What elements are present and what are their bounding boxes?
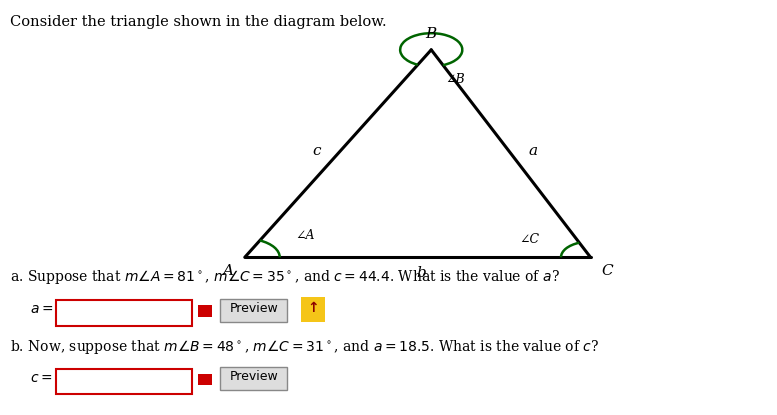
Text: ↑: ↑ [308, 301, 319, 315]
Text: $c =$: $c =$ [30, 371, 53, 385]
Text: $a =$: $a =$ [30, 302, 53, 316]
Text: a. Suppose that $m\angle A = 81^\circ$, $m\angle C = 35^\circ$, and $c = 44.4$. : a. Suppose that $m\angle A = 81^\circ$, … [10, 268, 560, 286]
Bar [220, 299, 287, 322]
Text: b. Now, suppose that $m\angle B = 48^\circ$, $m\angle C = 31^\circ$, and $a = 18: b. Now, suppose that $m\angle B = 48^\ci… [10, 338, 599, 356]
Bar [220, 367, 287, 390]
Text: B: B [426, 27, 437, 41]
Text: ∠A: ∠A [295, 229, 315, 242]
Bar [198, 374, 212, 385]
Text: b: b [416, 266, 427, 280]
Bar [301, 297, 325, 322]
Text: ∠B: ∠B [445, 73, 465, 86]
Text: c: c [312, 144, 320, 159]
Text: Preview: Preview [229, 302, 278, 315]
Text: C: C [602, 264, 613, 278]
Text: ∠C: ∠C [519, 233, 539, 247]
Text: Consider the triangle shown in the diagram below.: Consider the triangle shown in the diagr… [10, 15, 387, 29]
Bar [56, 369, 192, 394]
Text: A: A [222, 264, 233, 278]
Text: Preview: Preview [229, 370, 278, 383]
Text: a: a [528, 144, 537, 159]
Bar [198, 305, 212, 317]
Bar [56, 300, 192, 326]
